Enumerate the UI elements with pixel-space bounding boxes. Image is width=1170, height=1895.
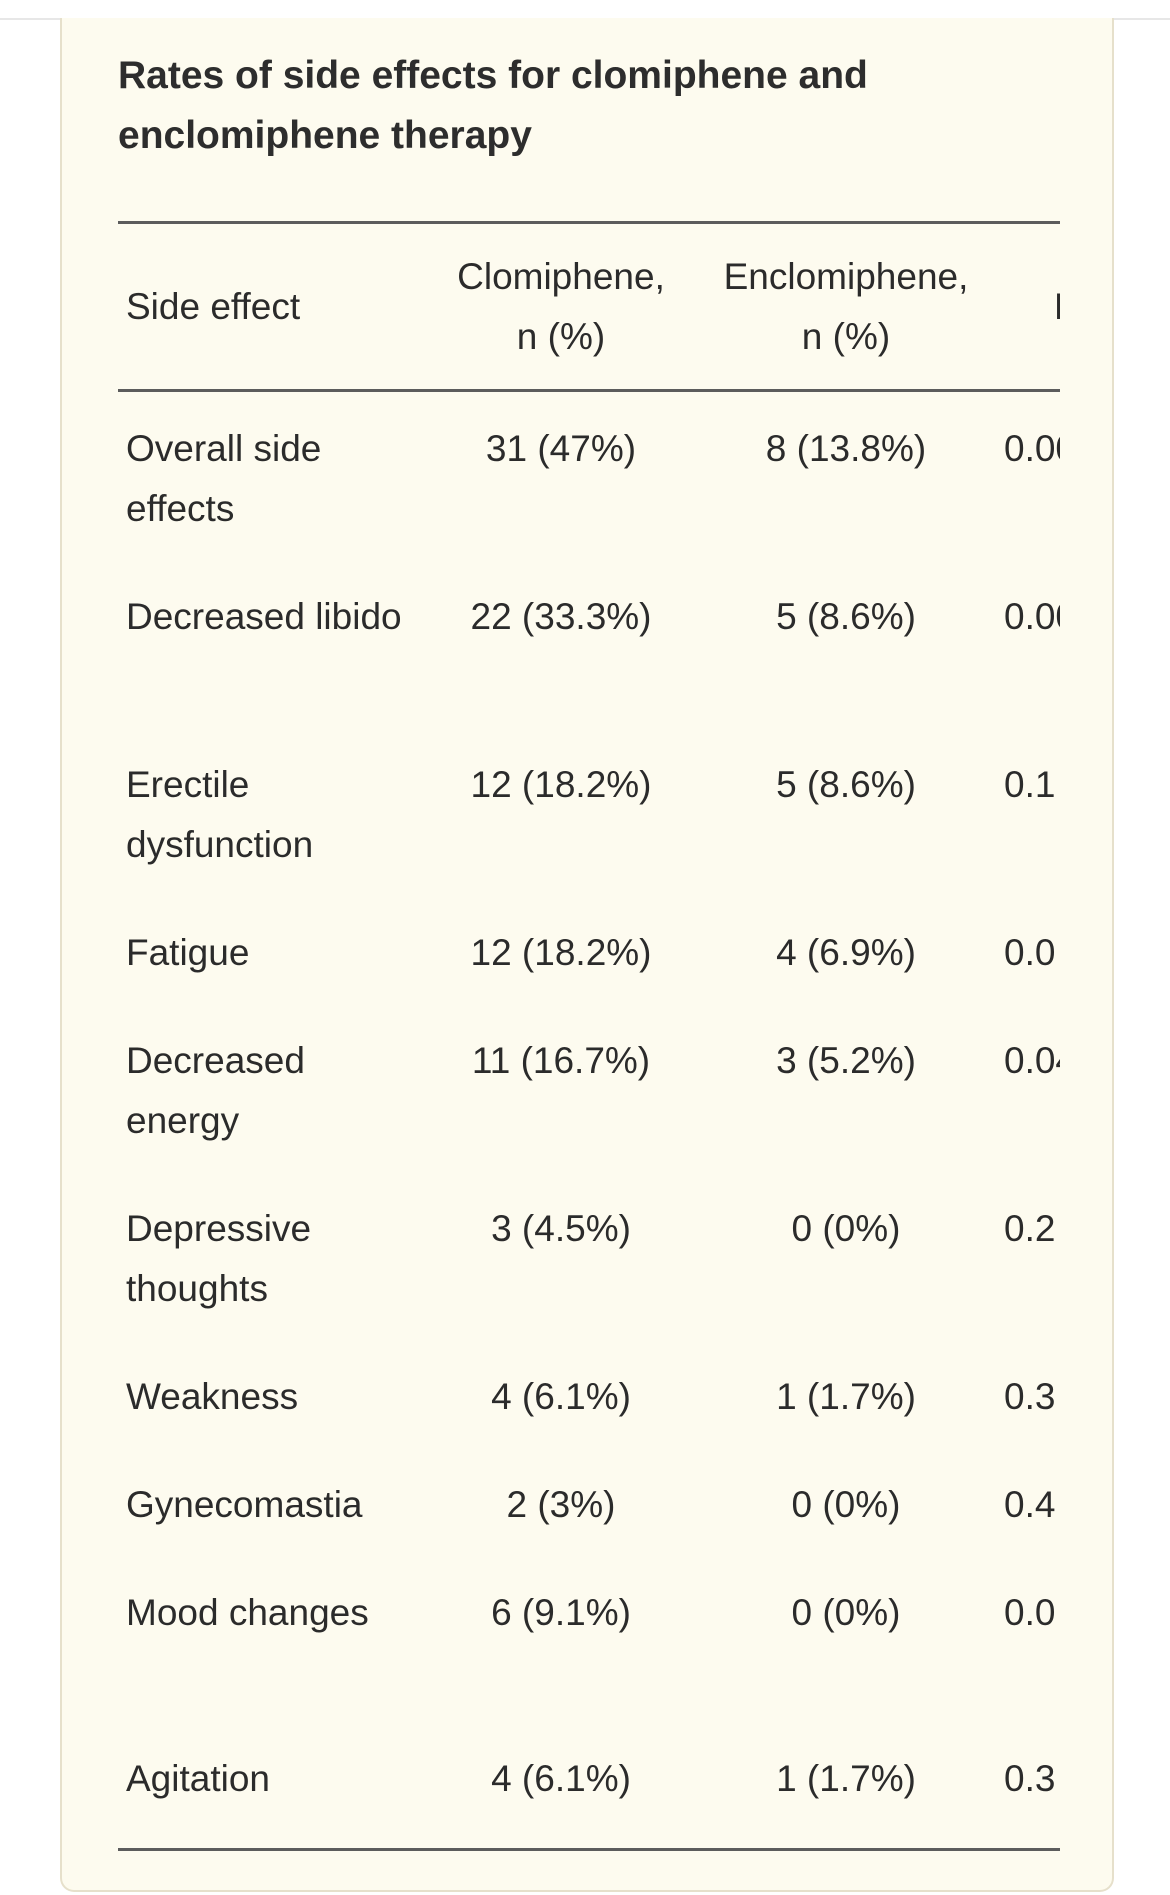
cell-side-effect: Erectile dysfunction <box>126 764 314 865</box>
table-row: Weakness 4 (6.1%) 1 (1.7%) 0.3 <box>118 1337 1060 1445</box>
column-header-side-effect: Side effect <box>126 285 301 327</box>
cell-side-effect: Fatigue <box>126 932 250 973</box>
table-bottom-rule <box>118 1848 1060 1851</box>
cell-side-effect: Decreased energy <box>126 1040 305 1141</box>
cell-p-value: 0.2 <box>1004 1208 1056 1249</box>
table-card: Rates of side effects for clomiphene and… <box>60 18 1114 1892</box>
column-header-p: P <box>986 224 1060 389</box>
cell-enclomiphene: 5 (8.6%) <box>776 596 916 637</box>
table-row: Erectile dysfunction 12 (18.2%) 5 (8.6%)… <box>118 725 1060 893</box>
table-row: Depressive thoughts 3 (4.5%) 0 (0%) 0.2 <box>118 1169 1060 1337</box>
cell-p-value: 0.3 <box>1004 1758 1056 1799</box>
cell-enclomiphene: 4 (6.9%) <box>776 932 916 973</box>
cell-clomiphene: 2 (3%) <box>506 1484 616 1525</box>
cell-enclomiphene: 8 (13.8%) <box>765 428 927 469</box>
cell-enclomiphene: 5 (8.6%) <box>776 764 916 805</box>
side-effects-table: Side effect Clomiphene, n (%) Enclomiphe… <box>118 224 1060 1827</box>
table-header-rule <box>118 389 1060 392</box>
table-row: Overall side effects 31 (47%) 8 (13.8%) … <box>118 389 1060 557</box>
column-header-clomiphene: Clomiphene, n (%) <box>416 224 706 389</box>
cell-p-value: 0.4 <box>1004 1484 1056 1525</box>
column-header-enclomiphene: Enclomiphene, n (%) <box>706 224 986 389</box>
table-row: Decreased libido 22 (33.3%) 5 (8.6%) 0.0… <box>118 557 1060 725</box>
cell-clomiphene: 3 (4.5%) <box>491 1208 631 1249</box>
cell-side-effect: Overall side effects <box>126 428 322 529</box>
cell-clomiphene: 6 (9.1%) <box>491 1592 631 1633</box>
cell-clomiphene: 4 (6.1%) <box>491 1376 631 1417</box>
cell-side-effect: Weakness <box>126 1376 299 1417</box>
cell-clomiphene: 22 (33.3%) <box>470 596 652 637</box>
column-header-enclomiphene-line-1: Enclomiphene, <box>723 255 969 297</box>
column-header-clomiphene-line-2: n (%) <box>516 315 606 357</box>
table-title-line-2: enclomiphene therapy <box>118 114 532 157</box>
cell-clomiphene: 11 (16.7%) <box>471 1040 651 1081</box>
cell-p-value: 0.3 <box>1004 1376 1056 1417</box>
table-row: Fatigue 12 (18.2%) 4 (6.9%) 0.0 <box>118 893 1060 1001</box>
cell-enclomiphene: 3 (5.2%) <box>776 1040 916 1081</box>
cell-side-effect: Mood changes <box>126 1592 369 1633</box>
cell-p-value: 0.00 <box>1004 428 1060 469</box>
header-row: Side effect Clomiphene, n (%) Enclomiphe… <box>118 224 1060 389</box>
table-title: Rates of side effects for clomiphene and… <box>118 46 898 166</box>
table-header: Side effect Clomiphene, n (%) Enclomiphe… <box>118 224 1060 389</box>
table-top-rule <box>118 221 1060 224</box>
cell-clomiphene: 12 (18.2%) <box>470 764 652 805</box>
cell-p-value: 0.0 <box>1004 932 1056 973</box>
table-row: Mood changes 6 (9.1%) 0 (0%) 0.0 <box>118 1553 1060 1721</box>
cell-side-effect: Gynecomastia <box>126 1484 363 1525</box>
table-body: Overall side effects 31 (47%) 8 (13.8%) … <box>118 389 1060 1827</box>
cell-side-effect: Depressive thoughts <box>126 1208 312 1309</box>
cell-p-value: 0.1 <box>1004 764 1056 805</box>
cell-p-value: 0.00 <box>1004 596 1060 637</box>
table-title-line-1: Rates of side effects for clomiphene and <box>118 54 868 97</box>
cell-clomiphene: 12 (18.2%) <box>470 932 652 973</box>
cell-side-effect: Agitation <box>126 1758 270 1799</box>
cell-clomiphene: 4 (6.1%) <box>491 1758 631 1799</box>
cell-side-effect: Decreased libido <box>126 596 402 637</box>
column-header-clomiphene-line-1: Clomiphene, <box>457 255 665 297</box>
column-header-enclomiphene-line-2: n (%) <box>801 315 891 357</box>
cell-enclomiphene: 1 (1.7%) <box>776 1376 916 1417</box>
cell-enclomiphene: 0 (0%) <box>791 1484 901 1525</box>
cell-enclomiphene: 0 (0%) <box>791 1592 901 1633</box>
cell-enclomiphene: 1 (1.7%) <box>776 1758 916 1799</box>
table-row: Agitation 4 (6.1%) 1 (1.7%) 0.3 <box>118 1721 1060 1827</box>
side-effects-table-scroll[interactable]: Side effect Clomiphene, n (%) Enclomiphe… <box>118 221 1060 1851</box>
cell-enclomiphene: 0 (0%) <box>791 1208 901 1249</box>
table-row: Decreased energy 11 (16.7%) 3 (5.2%) 0.0… <box>118 1001 1060 1169</box>
table-row: Gynecomastia 2 (3%) 0 (0%) 0.4 <box>118 1445 1060 1553</box>
cell-p-value: 0.0 <box>1004 1592 1056 1633</box>
cell-p-value: 0.04 <box>1004 1040 1060 1081</box>
cell-clomiphene: 31 (47%) <box>485 428 637 469</box>
